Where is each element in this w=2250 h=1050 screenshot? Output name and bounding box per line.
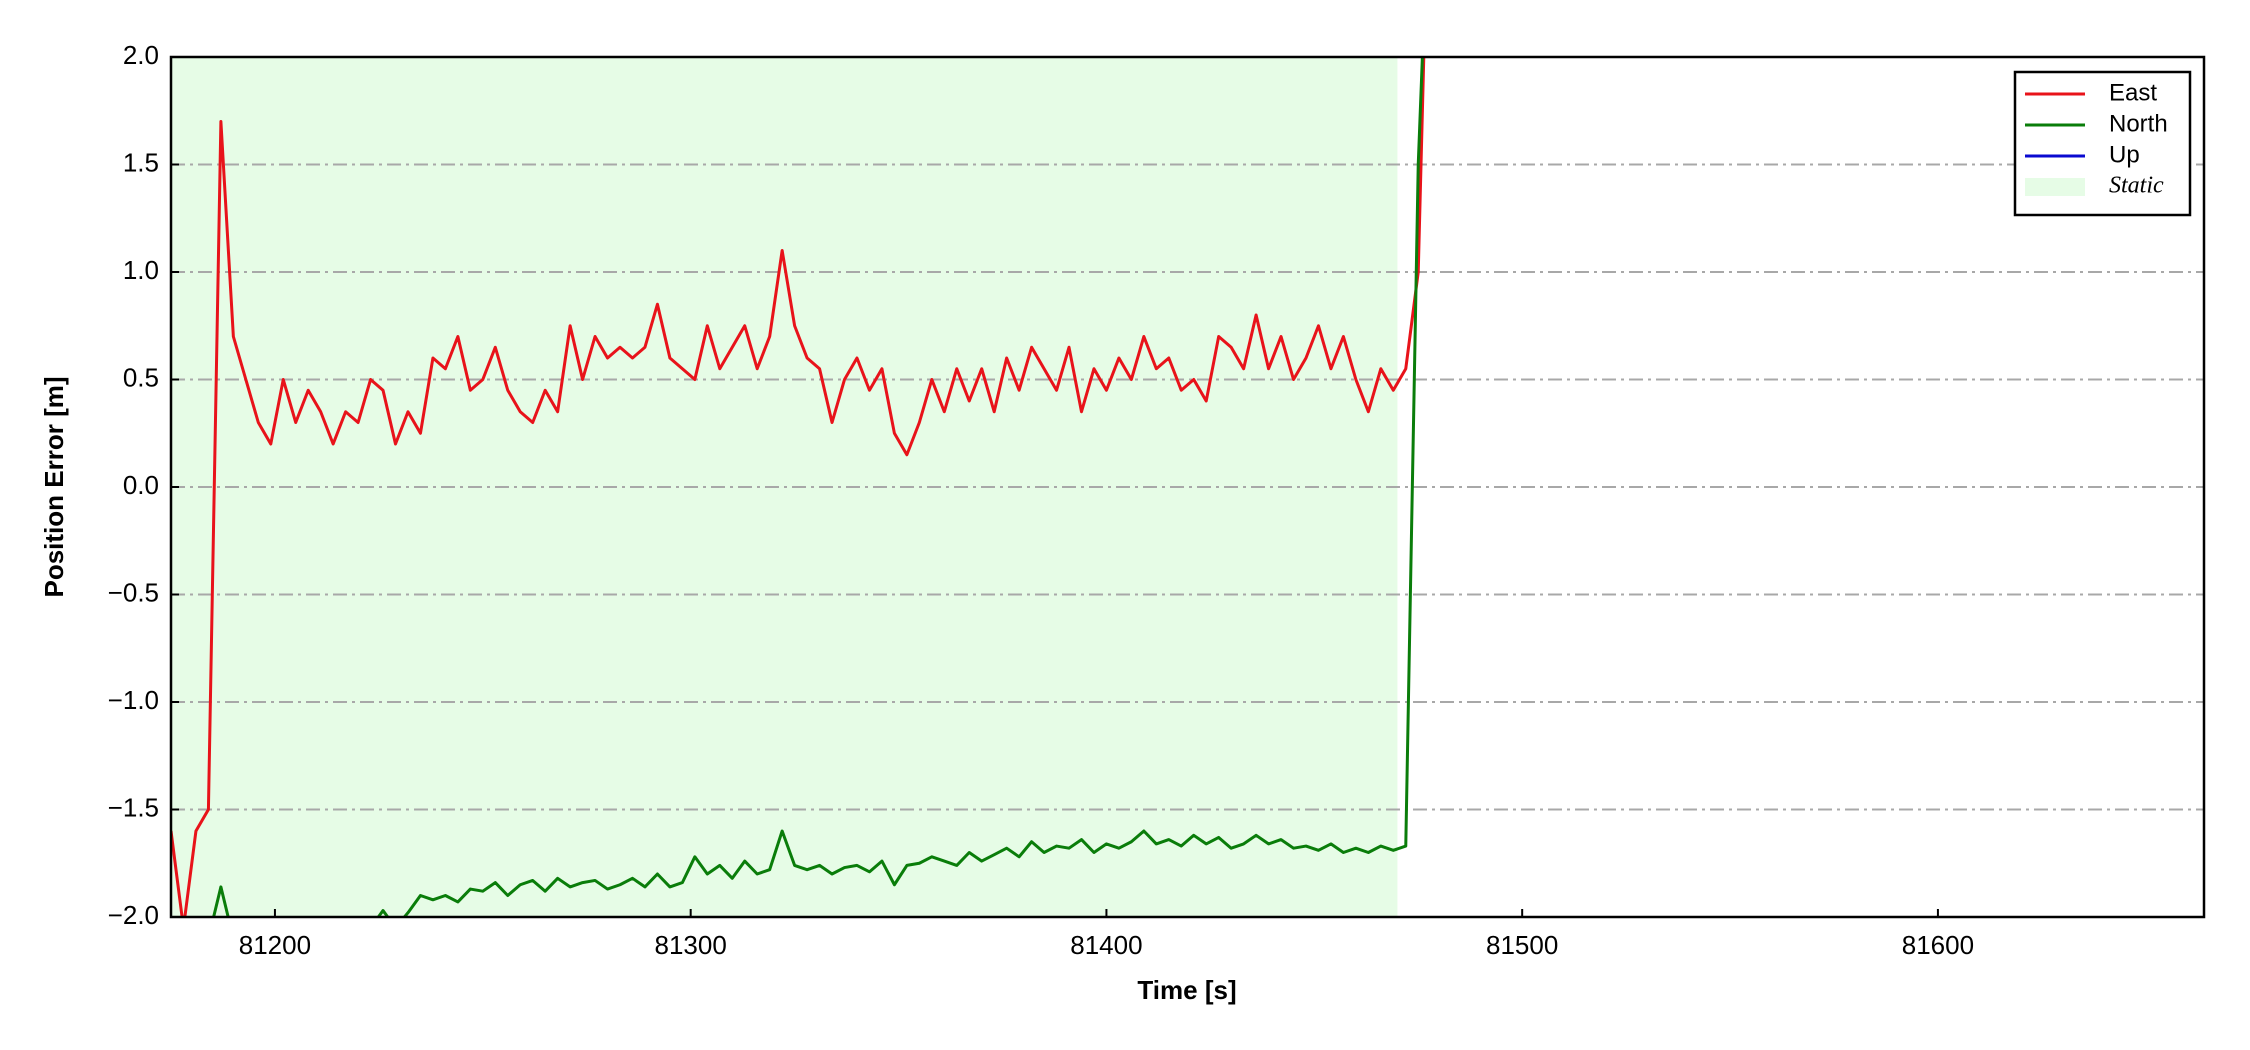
x-tick-label: 81600	[1902, 930, 1974, 960]
x-axis-label: Time [s]	[1137, 975, 1236, 1005]
legend-label: East	[2109, 79, 2157, 106]
x-tick-label: 81300	[655, 930, 727, 960]
y-tick-label: −1.0	[108, 685, 159, 715]
y-tick-label: −2.0	[108, 900, 159, 930]
series-line	[212, 57, 1424, 917]
series-line	[171, 57, 1426, 917]
x-tick-label: 81400	[1070, 930, 1142, 960]
y-tick-label: −1.5	[108, 792, 159, 822]
x-tick-label: 81200	[239, 930, 311, 960]
x-tick-label: 81500	[1486, 930, 1558, 960]
legend-swatch	[2025, 178, 2085, 196]
legend-label: Up	[2109, 141, 2140, 168]
axes-layer: −2.0 −1.5 −1.0 −0.5 0.0 0.5 1.0 1.5 2.0 81200 8130…	[108, 40, 1974, 960]
y-tick-label: −0.5	[108, 577, 159, 607]
y-tick-label: 2.0	[123, 40, 159, 70]
y-axis-label: Position Error [m]	[39, 376, 69, 597]
y-tick-label: 1.5	[123, 147, 159, 177]
y-tick-label: 0.0	[123, 470, 159, 500]
legend: East North Up Static	[2013, 70, 2192, 217]
legend-label: North	[2109, 110, 2168, 137]
lines-layer	[171, 57, 1426, 917]
y-tick-label: 0.5	[123, 362, 159, 392]
legend-label: Static	[2109, 173, 2164, 199]
y-tick-label: 1.0	[123, 255, 159, 285]
